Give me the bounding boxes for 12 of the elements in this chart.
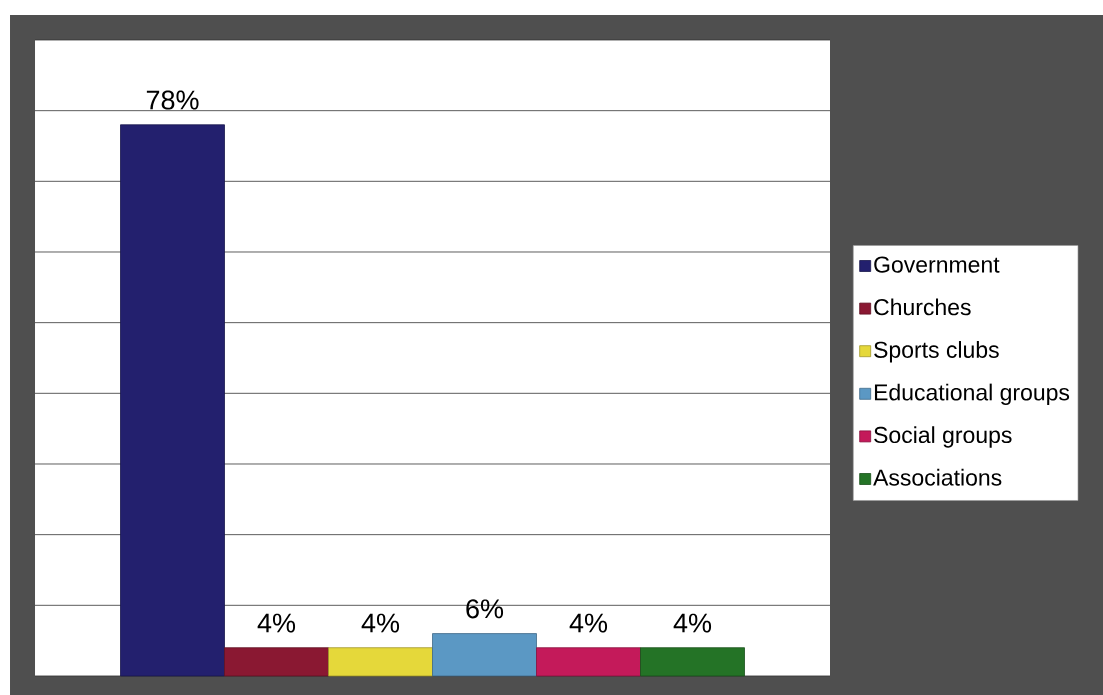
legend-label: Government xyxy=(874,256,1000,273)
legend-label: Educational groups xyxy=(874,383,1070,406)
legend-label: Social groups xyxy=(874,426,1012,448)
data-label: 4% xyxy=(361,613,400,633)
legend-label: Associations xyxy=(873,468,1002,486)
data-label: 4% xyxy=(569,613,608,633)
data-label: 6% xyxy=(466,599,504,619)
data-label: 4% xyxy=(673,613,712,633)
data-label: 4% xyxy=(257,613,296,633)
legend-label: Churches xyxy=(874,298,971,316)
data-label: 78% xyxy=(146,90,199,110)
legend-label: Sports clubs xyxy=(874,341,999,363)
